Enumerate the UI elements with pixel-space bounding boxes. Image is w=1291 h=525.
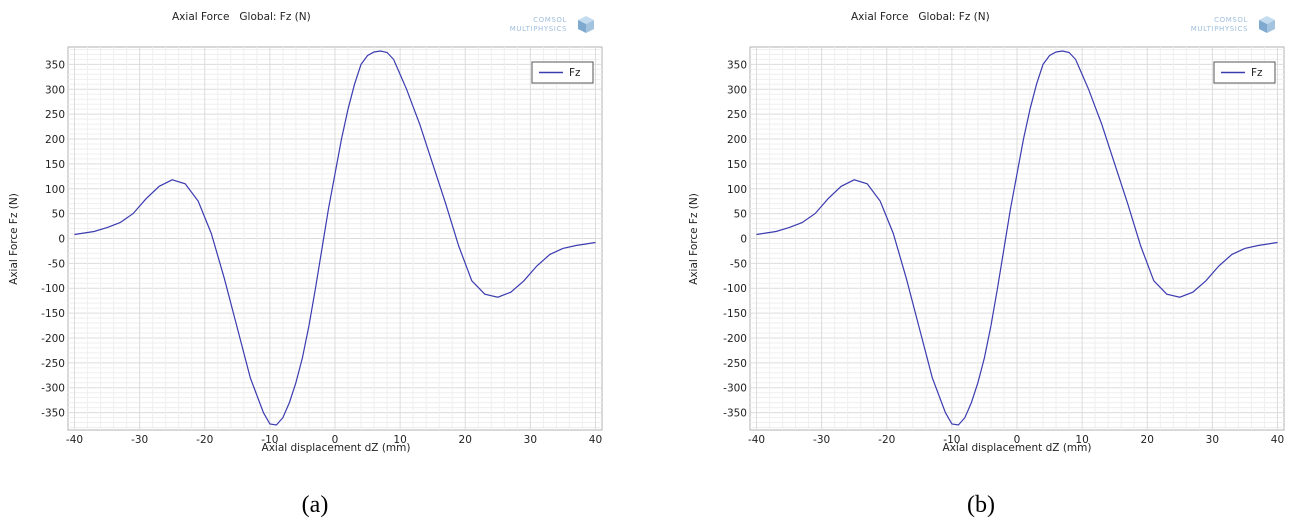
- chart-title-b: Axial Force Global: Fz (N): [851, 11, 990, 23]
- logo-text-line2: MULTIPHYSICS: [1191, 25, 1248, 33]
- y-tick-label: 300: [727, 84, 747, 96]
- chart-title-expression: Global: Fz (N): [239, 11, 310, 23]
- y-tick-label: 250: [727, 109, 747, 121]
- x-tick-label: 30: [524, 434, 537, 446]
- y-tick-label: -50: [48, 258, 65, 270]
- y-tick-label: -100: [723, 283, 747, 295]
- x-tick-label: 10: [1075, 434, 1088, 446]
- legend-label-fz: Fz: [569, 67, 581, 79]
- y-tick-label: -300: [723, 383, 747, 395]
- y-tick-label: 0: [740, 234, 747, 246]
- y-tick-label: 150: [727, 159, 747, 171]
- y-tick-labels: 350 300 250 200 150 100 50 0 -50 -100 -150 -200 -250…: [723, 59, 747, 419]
- x-tick-label: 10: [393, 434, 406, 446]
- x-tick-label: 0: [332, 434, 339, 446]
- y-tick-label: -150: [723, 308, 747, 320]
- x-tick-label: -30: [131, 434, 148, 446]
- x-tick-label: 40: [589, 434, 602, 446]
- series-fz-line: [756, 50, 1278, 426]
- x-tick-label: 20: [459, 434, 472, 446]
- comsol-logo: COMSOL MULTIPHYSICS: [1191, 16, 1275, 33]
- x-tick-label: -30: [813, 434, 830, 446]
- y-tick-label: 150: [45, 159, 65, 171]
- y-tick-label: -350: [723, 408, 747, 420]
- y-tick-label: 0: [58, 234, 65, 246]
- y-tick-label: -250: [723, 358, 747, 370]
- x-tick-label: 40: [1271, 434, 1284, 446]
- x-tick-label: -10: [943, 434, 960, 446]
- y-tick-label: -200: [723, 333, 747, 345]
- y-tick-labels: 350 300 250 200 150 100 50 0 -50 -100 -150 -200 -250…: [41, 59, 65, 419]
- x-tick-label: -40: [748, 434, 765, 446]
- caption-a: (a): [302, 492, 329, 518]
- chart-panel-b: Axial Force Global: Fz (N) COMSOL MULTIPH…: [688, 11, 1285, 518]
- y-tick-label: 100: [727, 184, 747, 196]
- y-tick-label: -300: [41, 383, 65, 395]
- x-tick-label: -20: [878, 434, 895, 446]
- x-tick-labels: -40 -30 -20 -10 0 10 20 30 40: [748, 434, 1284, 446]
- caption-b: (b): [967, 492, 995, 518]
- y-tick-label: 100: [45, 184, 65, 196]
- y-tick-label: -50: [730, 258, 747, 270]
- x-axis-label: Axial displacement dZ (mm): [262, 442, 411, 454]
- y-tick-label: -100: [41, 283, 65, 295]
- legend-label-fz: Fz: [1251, 67, 1263, 79]
- y-tick-label: -250: [41, 358, 65, 370]
- logo-cube-icon: [1259, 16, 1275, 33]
- y-tick-label: 350: [727, 59, 747, 71]
- chart-title-a: Axial Force Global: Fz (N): [172, 11, 311, 23]
- y-axis-label: Axial Force Fz (N): [8, 193, 20, 285]
- y-tick-label: 300: [45, 84, 65, 96]
- y-tick-label: 50: [52, 209, 65, 221]
- y-tick-label: -350: [41, 408, 65, 420]
- logo-cube-icon: [578, 16, 594, 33]
- gridlines: [68, 47, 602, 430]
- logo-text-line2: MULTIPHYSICS: [510, 25, 567, 33]
- y-tick-label: 200: [727, 134, 747, 146]
- x-tick-label: 0: [1014, 434, 1021, 446]
- x-tick-label: -20: [196, 434, 213, 446]
- x-tick-label: -10: [261, 434, 278, 446]
- series-fz-line: [74, 50, 596, 426]
- legend: Fz: [531, 61, 594, 84]
- x-axis-label: Axial displacement dZ (mm): [943, 442, 1092, 454]
- y-tick-label: -200: [41, 333, 65, 345]
- gridlines: [750, 47, 1284, 430]
- logo-text-line1: COMSOL: [533, 16, 567, 24]
- x-tick-label: -40: [66, 434, 83, 446]
- chart-panel-a: Axial Force Global: Fz (N) COMSOL MULTIPH…: [8, 11, 603, 518]
- x-tick-label: 30: [1206, 434, 1219, 446]
- comsol-logo: COMSOL MULTIPHYSICS: [510, 16, 594, 33]
- logo-text-line1: COMSOL: [1214, 16, 1248, 24]
- y-axis-label: Axial Force Fz (N): [688, 193, 700, 285]
- y-tick-label: 50: [734, 209, 747, 221]
- legend: Fz: [1213, 61, 1276, 84]
- chart-title-quantity: Axial Force: [851, 11, 908, 23]
- chart-title-quantity: Axial Force: [172, 11, 229, 23]
- y-tick-label: 250: [45, 109, 65, 121]
- y-tick-label: -150: [41, 308, 65, 320]
- y-tick-label: 350: [45, 59, 65, 71]
- y-tick-label: 200: [45, 134, 65, 146]
- x-tick-label: 20: [1141, 434, 1154, 446]
- x-tick-labels: -40 -30 -20 -10 0 10 20 30 40: [66, 434, 602, 446]
- chart-title-expression: Global: Fz (N): [918, 11, 989, 23]
